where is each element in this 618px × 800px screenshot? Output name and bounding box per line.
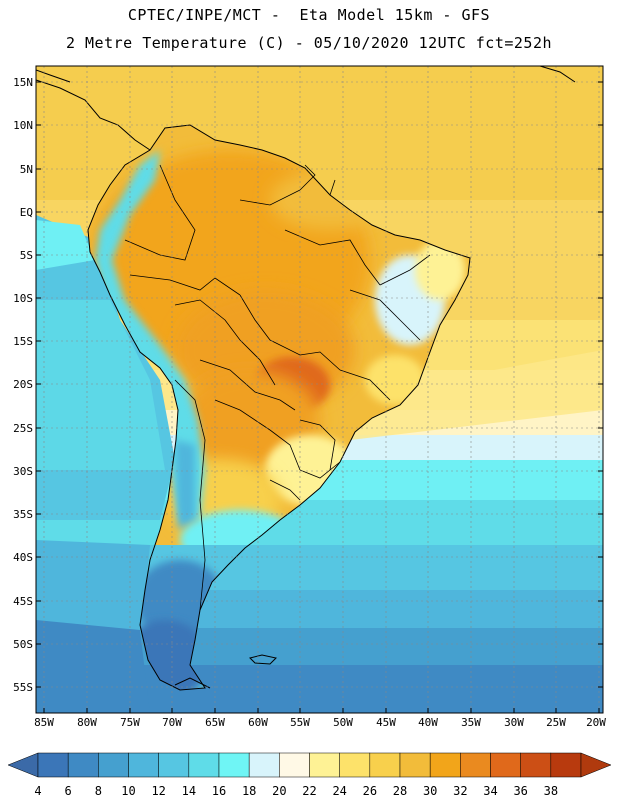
lon-label: 50W [333,716,353,729]
colorbar-swatch [399,752,431,778]
colorbar-swatch [128,752,159,778]
lon-label: 30W [504,716,524,729]
lon-label: 60W [248,716,268,729]
colorbar-swatch [67,752,99,778]
colorbar-label: 6 [65,784,72,798]
lat-label: 20S [13,378,33,391]
lat-label: 15N [13,76,33,89]
lat-label: 45S [13,595,33,608]
colorbar-low-arrow [7,752,39,778]
colorbar-high-arrow [580,752,612,778]
lat-label: 5N [20,163,33,176]
lat-label: 35S [13,508,33,521]
lat-label: 30S [13,465,33,478]
colorbar-label: 14 [182,784,196,798]
lon-label: 20W [586,716,606,729]
lon-label: 25W [546,716,566,729]
colorbar-label: 30 [423,784,437,798]
colorbar-swatch [429,752,461,778]
colorbar-label: 36 [513,784,527,798]
lon-label: 55W [290,716,310,729]
colorbar-label: 22 [302,784,316,798]
colorbar: 4 6 8 10 12 14 16 18 20 22 24 26 28 30 32 34 36 38 [7,752,612,798]
colorbar-swatch [339,752,371,778]
map-title-line-1: CPTEC/INPE/MCT - Eta Model 15km - GFS [127,6,491,24]
lat-label: 40S [13,551,33,564]
lon-label: 40W [418,716,438,729]
lon-label: 85W [34,716,54,729]
colorbar-swatch [550,752,582,778]
colorbar-swatch [520,752,552,778]
colorbar-swatch [188,752,220,778]
lat-label: 50S [13,638,33,651]
colorbar-label: 10 [121,784,135,798]
colorbar-label: 28 [393,784,407,798]
colorbar-label: 8 [95,784,102,798]
colorbar-swatch [98,752,129,778]
lat-label: 10N [13,119,33,132]
lat-label: 10S [13,292,33,305]
colorbar-swatch [218,752,250,778]
colorbar-label: 4 [34,784,41,798]
colorbar-swatch [37,752,69,778]
lon-label: 45W [376,716,396,729]
lat-label: 25S [13,422,33,435]
lon-label: 65W [205,716,225,729]
lon-label: 35W [461,716,481,729]
colorbar-label: 38 [544,784,558,798]
lon-label: 80W [77,716,97,729]
colorbar-label: 32 [453,784,467,798]
map-title-line-2: 2 Metre Temperature (C) - 05/10/2020 12U… [65,34,553,52]
colorbar-swatch [460,752,491,778]
colorbar-swatch [369,752,401,778]
map-frame [35,65,604,714]
lat-label: EQ [20,206,33,219]
colorbar-swatch [158,752,190,778]
lon-label: 75W [120,716,140,729]
colorbar-label: 20 [272,784,286,798]
colorbar-swatch [279,752,310,778]
lat-label: 5S [20,249,33,262]
colorbar-label: 34 [483,784,497,798]
colorbar-label: 12 [151,784,165,798]
colorbar-swatch [490,752,521,778]
colorbar-label: 26 [363,784,377,798]
colorbar-label: 16 [212,784,226,798]
temperature-field [36,66,603,713]
lon-label: 70W [162,716,182,729]
colorbar-label: 18 [242,784,256,798]
lat-label: 55S [13,681,33,694]
lat-label: 15S [13,335,33,348]
colorbar-swatch [309,752,340,778]
colorbar-label: 24 [332,784,346,798]
colorbar-swatch [248,752,280,778]
